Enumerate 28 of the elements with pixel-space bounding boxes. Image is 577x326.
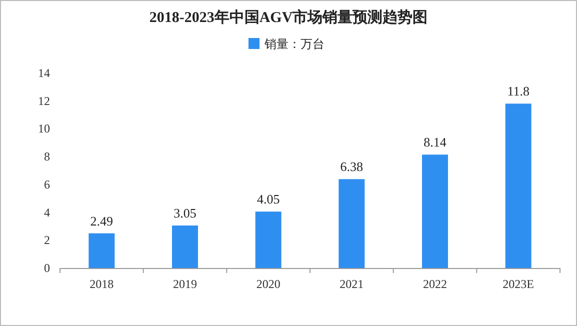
bar (505, 104, 532, 268)
bar (422, 154, 448, 268)
x-tick-label: 2018 (90, 277, 114, 291)
y-tick-label: 4 (44, 205, 50, 220)
bar (172, 226, 198, 268)
bar (338, 179, 365, 268)
data-label: 4.05 (256, 192, 280, 207)
data-label: 11.8 (507, 84, 530, 99)
bar (255, 212, 282, 268)
data-label: 8.14 (424, 134, 447, 150)
y-tick-label: 12 (38, 94, 50, 108)
y-tick-label: 14 (38, 66, 50, 80)
chart-title: 2018-2023年中国AGV市场销量预测趋势图 (149, 8, 428, 26)
bar (88, 233, 115, 268)
x-tick-label: 2023E (502, 277, 534, 291)
x-tick-label: 2020 (256, 277, 280, 291)
y-tick-label: 6 (44, 177, 50, 192)
x-tick-label: 2022 (423, 277, 447, 291)
y-tick-label: 8 (44, 150, 50, 164)
x-tick-label: 2021 (340, 277, 364, 291)
y-tick-label: 2 (44, 233, 50, 248)
y-tick-label: 0 (44, 261, 50, 275)
legend-label: 销量：万台 (264, 37, 324, 51)
data-label: 2.49 (90, 213, 114, 228)
data-label: 3.05 (174, 206, 196, 221)
x-tick-label: 2019 (173, 277, 197, 291)
data-label: 6.38 (340, 159, 364, 174)
y-tick-label: 10 (38, 122, 50, 136)
